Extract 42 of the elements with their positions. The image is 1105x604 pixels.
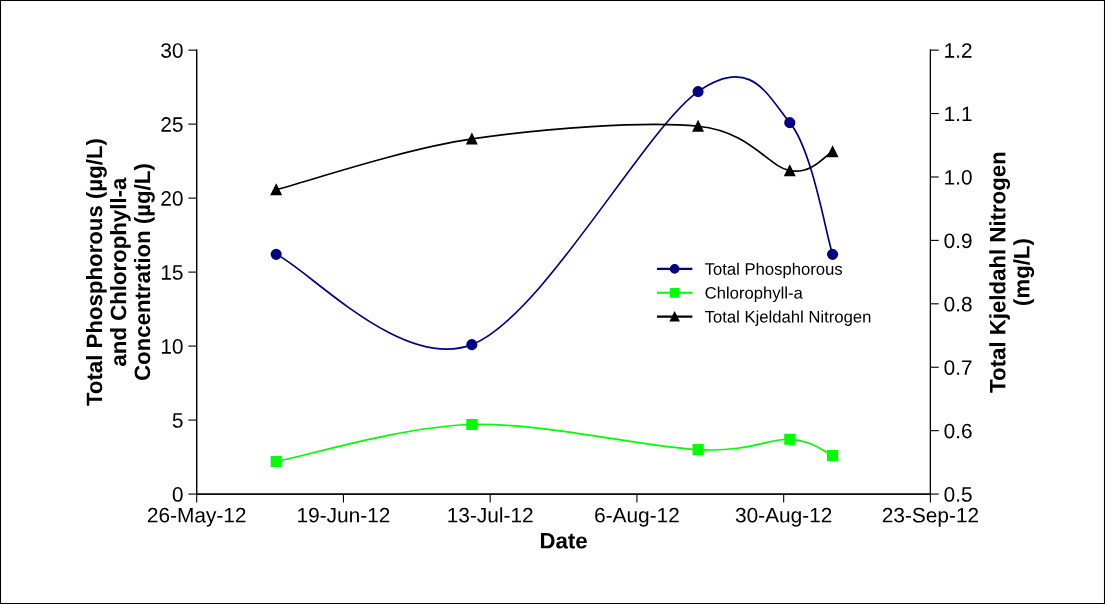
y-tick-label: 0: [172, 487, 183, 502]
y2-tick-label: 0.8: [944, 296, 972, 312]
y-tick-label: 30: [161, 43, 183, 58]
y-tick-label: 20: [161, 191, 183, 206]
y2-tick-label: 1.2: [945, 43, 972, 58]
point: [692, 444, 704, 456]
y2-tick-label: 1.1: [945, 106, 972, 122]
point: [466, 418, 478, 431]
legend-label: Total Kjeldahl Nitrogen: [705, 310, 871, 326]
y-tick-label: 25: [161, 117, 183, 132]
y-tick-label: 10: [161, 339, 183, 354]
y2-tick-label: 0.6: [944, 423, 972, 439]
y-tick-label: 15: [161, 265, 183, 280]
legend-label: Chlorophyll-a: [705, 286, 803, 303]
x-tick-label: 13-Jul-12: [448, 507, 533, 523]
y2-tick-label: 0.5: [944, 487, 972, 502]
x-tick-label: 23-Sep-12: [882, 507, 979, 527]
point: [270, 455, 282, 468]
point: [784, 165, 796, 177]
point: [466, 133, 478, 145]
x-tick-label: 30-Aug-12: [735, 507, 832, 527]
point: [466, 339, 478, 351]
y2-axis-title: Total Kjeldahl Nitrogen (mg/L): [989, 152, 1035, 393]
y2-tick-label: 0.7: [944, 360, 972, 375]
point: [270, 248, 282, 260]
point: [692, 120, 704, 132]
x-axis-title: Date: [540, 533, 587, 549]
x-tick-label: 6-Aug-12: [595, 507, 679, 527]
y-tick-label: 5: [172, 413, 183, 428]
y2-tick-label: 0.9: [944, 233, 972, 249]
point: [784, 433, 796, 445]
point: [692, 86, 704, 98]
y-axis-title: Total Phosphorous (µg/L) and Chlorophyll-a Concentration (µg/L): [85, 139, 155, 406]
x-tick-label: 19-Jun-12: [298, 507, 390, 523]
point: [270, 184, 282, 196]
point: [827, 450, 839, 462]
legend-label: Total Phosphorous: [705, 262, 843, 279]
point: [784, 117, 796, 129]
x-tick-label: 26-May-12: [147, 507, 246, 527]
point: [827, 146, 839, 158]
y2-tick-label: 1.0: [945, 169, 972, 185]
point: [827, 248, 839, 260]
